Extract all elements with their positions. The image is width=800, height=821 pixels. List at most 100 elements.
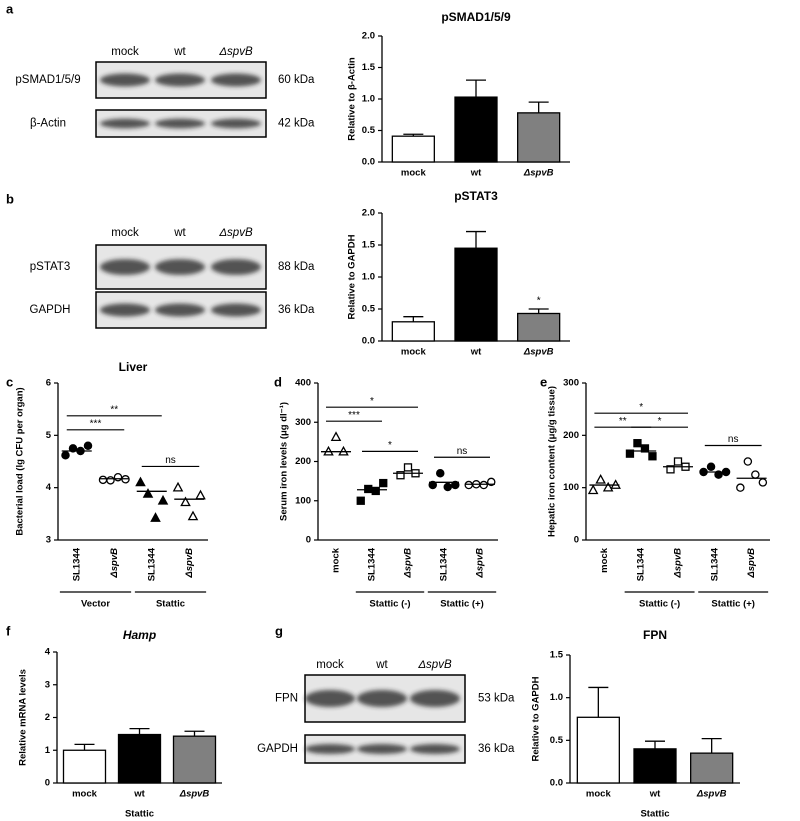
row-size: 36 kDa [478,743,515,755]
data-point [180,496,191,507]
blot-band [155,259,205,275]
data-point [714,470,723,479]
data-point [587,484,599,495]
blot-band [211,303,261,317]
x-tick-label: ΔspvB [523,347,554,358]
y-tick-label: 4 [46,482,52,493]
data-point [187,510,199,521]
significance: * [388,440,392,451]
x-tick-label: SL1344 [71,547,82,581]
y-tick-label: 2.0 [362,31,375,42]
y-axis-label: Serum iron levels (μg dl⁻¹) [279,402,290,521]
row-size: 53 kDa [478,693,515,705]
data-point [150,512,161,522]
row-label: GAPDH [30,304,71,316]
group-label: Stattic (+) [440,599,484,610]
y-tick-label: 0.0 [550,778,563,789]
significance: *** [90,418,102,429]
bar [454,96,498,163]
data-point [758,478,768,487]
data-point [364,484,373,494]
bar [172,735,217,784]
significance: * [658,416,662,427]
x-tick-label: wt [470,168,482,179]
significance: * [639,402,643,413]
bar [690,752,734,784]
x-tick-label: SL1344 [439,547,450,581]
row-size: 60 kDa [278,74,315,86]
y-tick-label: 1.5 [550,650,564,661]
data-point [428,480,437,490]
row-label: FPN [275,693,298,705]
x-tick-label: ΔspvB [746,548,757,579]
data-point [106,476,115,485]
x-tick-label: ΔspvB [673,548,684,579]
data-point [736,483,745,492]
data-point [479,480,488,490]
lane-label: ΔspvB [218,227,253,239]
y-axis-label: Hepatic iron content (μg/g tissue) [547,386,558,537]
data-point [640,444,650,453]
blot-band [155,73,205,87]
bar [391,321,435,342]
y-tick-label: 100 [295,495,311,506]
blot-band [155,303,205,317]
lane-label: wt [173,227,186,239]
data-point [113,472,123,482]
significance: ** [110,404,118,415]
group-label: Stattic (-) [639,599,680,610]
x-tick-label: SL1344 [709,547,720,581]
data-point [61,450,70,460]
row-label: β-Actin [30,118,66,130]
y-tick-label: 3 [45,679,50,690]
row-label: GAPDH [257,743,298,755]
group-label: Stattic (-) [369,599,410,610]
lane-label: wt [173,46,186,58]
bar [62,749,107,784]
data-point [666,465,675,474]
significance: ns [165,455,176,466]
data-point [135,476,146,487]
y-tick-label: 0 [45,778,50,789]
y-tick-label: 4 [45,647,51,658]
x-tick-label: ΔspvB [179,789,210,800]
data-point [396,471,405,480]
blot-band [305,690,355,707]
blot-band [410,743,460,755]
data-point [98,475,108,485]
y-tick-label: 2 [45,712,50,723]
y-tick-label: 6 [46,378,51,389]
blot-band [357,690,407,707]
x-tick-label: ΔspvB [403,548,414,579]
y-tick-label: 1.0 [362,94,375,105]
y-tick-label: 0 [306,535,311,546]
group-label: Stattic (+) [711,599,755,610]
y-tick-label: 0.5 [362,125,376,136]
x-tick-label: ΔspvB [109,548,120,579]
y-tick-label: 0.5 [362,304,376,315]
y-axis-label: Relative to GAPDH [347,234,358,319]
chart-title: pSTAT3 [454,189,498,203]
y-tick-label: 200 [563,430,579,441]
data-point [403,463,413,472]
data-point [602,481,614,492]
x-tick-label: wt [470,347,482,358]
bar [117,733,162,784]
y-tick-label: 0 [574,535,579,546]
significance: ns [728,434,739,445]
data-point [450,480,460,490]
blot-band [211,118,261,129]
blot-band [155,118,205,129]
x-tick-label: mock [72,789,98,800]
y-tick-label: 1.5 [362,240,376,251]
lane-label: mock [111,46,139,58]
row-label: pSMAD1/5/9 [15,74,80,86]
panel-letter: e [540,374,547,389]
data-point [172,481,184,492]
data-point [330,431,342,442]
group-label: Stattic [156,599,185,610]
data-point [371,486,380,496]
blot-band [100,118,150,129]
x-tick-label: mock [401,168,427,179]
lane-label: ΔspvB [218,46,253,58]
